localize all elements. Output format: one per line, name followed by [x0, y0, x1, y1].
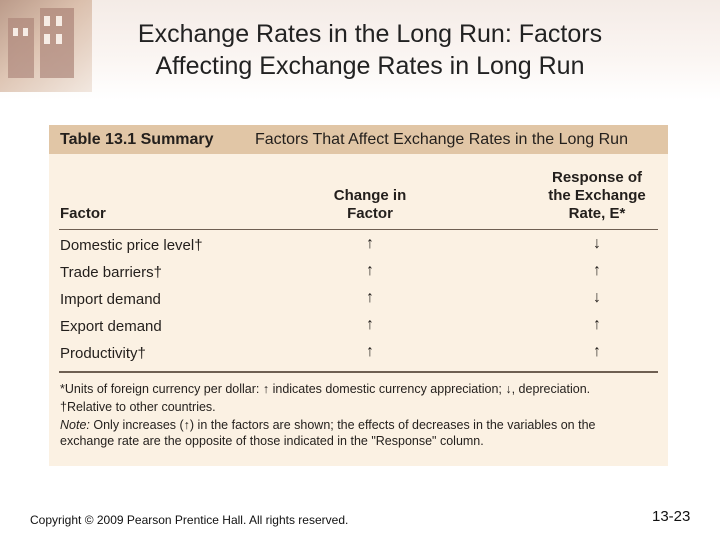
column-header-change: Change in Factor: [310, 187, 430, 223]
column-header-response: Response of the Exchange Rate, E*: [537, 169, 657, 223]
slide-title-line1: Exchange Rates in the Long Run: Factors: [137, 20, 603, 48]
page-number: 13-23: [652, 508, 691, 525]
column-header-response-line1: Response of: [551, 169, 642, 186]
column-header-response-line2: the Exchange: [548, 187, 646, 204]
column-header-change-line2: Factor: [347, 205, 393, 222]
change-arrow-icon: ↑: [366, 343, 374, 360]
column-header-change-line1: Change in: [333, 187, 407, 204]
table-caption: Factors That Affect Exchange Rates in th…: [255, 131, 628, 148]
header-band: [0, 0, 720, 100]
change-arrow-icon: ↑: [366, 235, 374, 252]
footnote-note: Note: Only increases (↑) in the factors …: [60, 418, 595, 433]
slide-title-line2: Affecting Exchange Rates in Long Run: [155, 52, 585, 80]
note-text: Only increases (↑) in the factors are sh…: [89, 418, 596, 432]
table-row: Export demand ↑ ↑: [49, 314, 668, 341]
row-factor: Export demand: [60, 318, 162, 335]
response-arrow-icon: ↓: [593, 235, 601, 252]
response-arrow-icon: ↓: [593, 289, 601, 306]
copyright-text: Copyright © 2009 Pearson Prentice Hall. …: [30, 513, 349, 527]
change-arrow-icon: ↑: [366, 316, 374, 333]
row-factor: Trade barriers†: [60, 264, 162, 281]
table-header-bar: Table 13.1 Summary Factors That Affect E…: [49, 125, 668, 154]
building-logo-icon: [0, 0, 92, 92]
summary-table: Table 13.1 Summary Factors That Affect E…: [49, 125, 668, 466]
body-divider: [59, 371, 658, 373]
footnote-units: *Units of foreign currency per dollar: ↑…: [60, 382, 591, 396]
footnote-note-continued: exchange rate are the opposite of those …: [60, 434, 484, 448]
table-row: Import demand ↑ ↓: [49, 287, 668, 314]
column-header-response-line3: Rate, E*: [568, 205, 626, 222]
column-header-factor: Factor: [60, 205, 106, 222]
table-row: Trade barriers† ↑ ↑: [49, 260, 668, 287]
change-arrow-icon: ↑: [366, 262, 374, 279]
row-factor: Domestic price level†: [60, 237, 203, 254]
change-arrow-icon: ↑: [366, 289, 374, 306]
table-number: Table 13.1 Summary: [60, 131, 214, 148]
note-label: Note:: [60, 418, 90, 432]
table-row: Domestic price level† ↑ ↓: [49, 233, 668, 260]
response-arrow-icon: ↑: [593, 262, 601, 279]
row-factor: Productivity†: [60, 345, 146, 362]
row-factor: Import demand: [60, 291, 161, 308]
header-divider: [59, 229, 658, 230]
response-arrow-icon: ↑: [593, 316, 601, 333]
response-arrow-icon: ↑: [593, 343, 601, 360]
table-row: Productivity† ↑ ↑: [49, 341, 668, 368]
footnote-relative: †Relative to other countries.: [60, 400, 216, 414]
slide-title: Exchange Rates in the Long Run: Factors …: [90, 18, 650, 82]
